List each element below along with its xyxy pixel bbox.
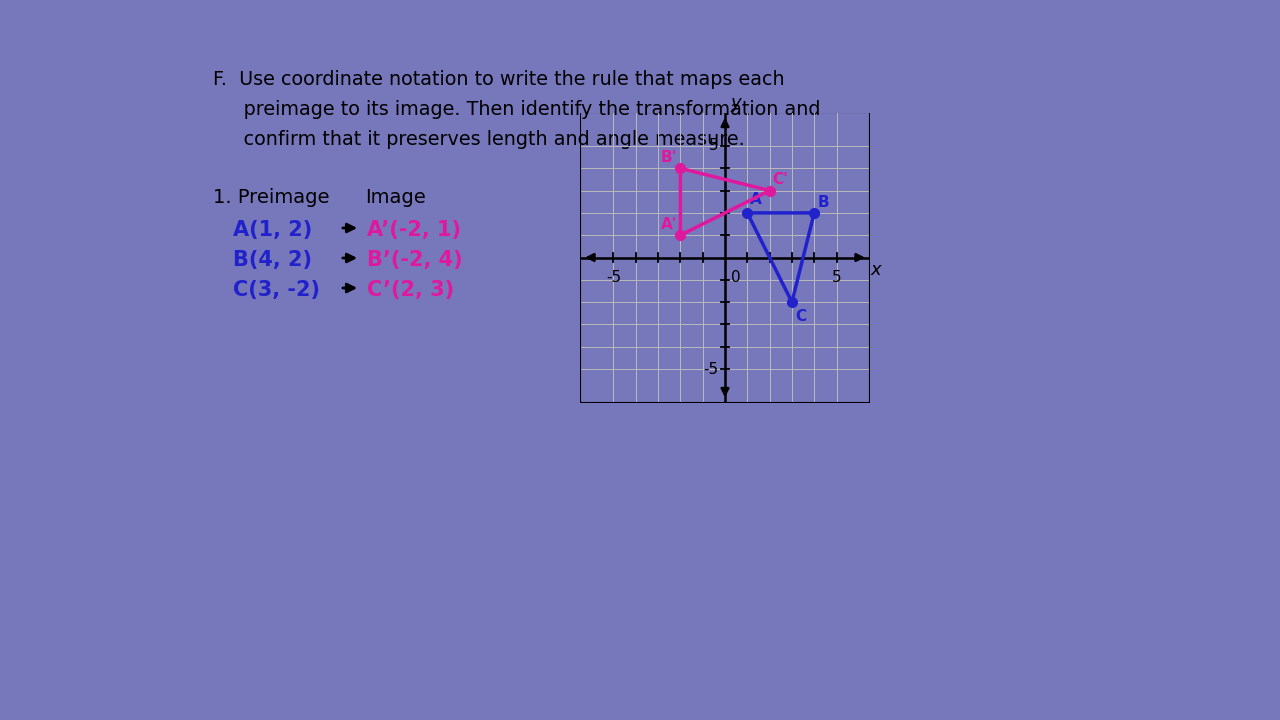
Text: A: A: [750, 192, 762, 207]
Text: B(4, 2): B(4, 2): [233, 250, 312, 270]
Text: A’(-2, 1): A’(-2, 1): [367, 220, 461, 240]
Text: -5: -5: [703, 361, 718, 377]
Text: C(3, -2): C(3, -2): [233, 280, 320, 300]
Text: C': C': [772, 172, 787, 187]
Text: 5: 5: [709, 138, 718, 153]
Text: -5: -5: [605, 270, 621, 285]
Text: B': B': [660, 150, 677, 165]
Text: C: C: [795, 309, 806, 324]
Text: B’(-2, 4): B’(-2, 4): [367, 250, 462, 270]
Text: y: y: [731, 94, 741, 112]
Text: A(1, 2): A(1, 2): [233, 220, 312, 240]
Text: 1. Preimage: 1. Preimage: [212, 188, 329, 207]
Text: A': A': [660, 217, 677, 232]
Text: C’(2, 3): C’(2, 3): [367, 280, 454, 300]
Text: F.  Use coordinate notation to write the rule that maps each: F. Use coordinate notation to write the …: [212, 70, 785, 89]
Text: 5: 5: [832, 270, 841, 285]
Text: 0: 0: [731, 270, 740, 285]
Text: x: x: [870, 261, 881, 279]
Text: B: B: [818, 194, 829, 210]
Text: preimage to its image. Then identify the transformation and: preimage to its image. Then identify the…: [212, 100, 820, 119]
Text: Image: Image: [365, 188, 426, 207]
Text: confirm that it preserves length and angle measure.: confirm that it preserves length and ang…: [212, 130, 745, 149]
